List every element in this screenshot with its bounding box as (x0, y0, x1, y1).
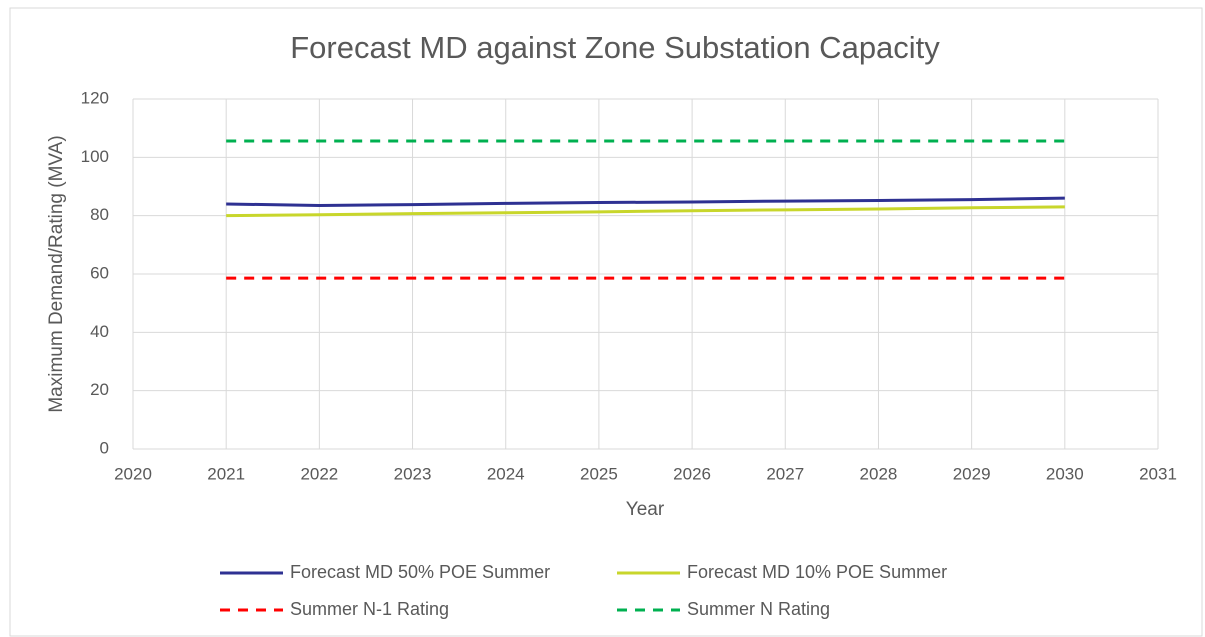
series-line (226, 196, 1065, 207)
x-axis-label: Year (626, 499, 665, 520)
y-tick-label: 120 (81, 88, 109, 107)
y-tick-label: 20 (90, 380, 109, 399)
x-tick-label: 2031 (1139, 464, 1177, 483)
y-tick-label: 100 (81, 147, 109, 166)
chart-title: Forecast MD against Zone Substation Capa… (290, 30, 940, 65)
y-tick-label: 0 (100, 438, 109, 457)
x-tick-label: 2030 (1046, 464, 1084, 483)
legend-label: Forecast MD 50% POE Summer (290, 562, 550, 582)
x-tick-label: 2029 (953, 464, 991, 483)
x-tick-label: 2027 (766, 464, 804, 483)
x-tick-label: 2028 (860, 464, 898, 483)
legend-label: Summer N Rating (687, 599, 830, 619)
y-tick-label: 40 (90, 322, 109, 341)
x-tick-label: 2024 (487, 464, 525, 483)
x-tick-label: 2022 (300, 464, 338, 483)
x-tick-label: 2023 (394, 464, 432, 483)
chart-frame (9, 7, 1203, 637)
y-tick-label: 60 (90, 263, 109, 282)
x-tick-label: 2020 (114, 464, 152, 483)
x-tick-label: 2021 (207, 464, 245, 483)
y-tick-label: 80 (90, 205, 109, 224)
x-tick-label: 2025 (580, 464, 618, 483)
legend-label: Forecast MD 10% POE Summer (687, 562, 947, 582)
x-tick-label: 2026 (673, 464, 711, 483)
legend-label: Summer N-1 Rating (290, 599, 449, 619)
y-axis-label: Maximum Demand/Rating (MVA) (46, 135, 67, 412)
series-line (226, 205, 1065, 218)
